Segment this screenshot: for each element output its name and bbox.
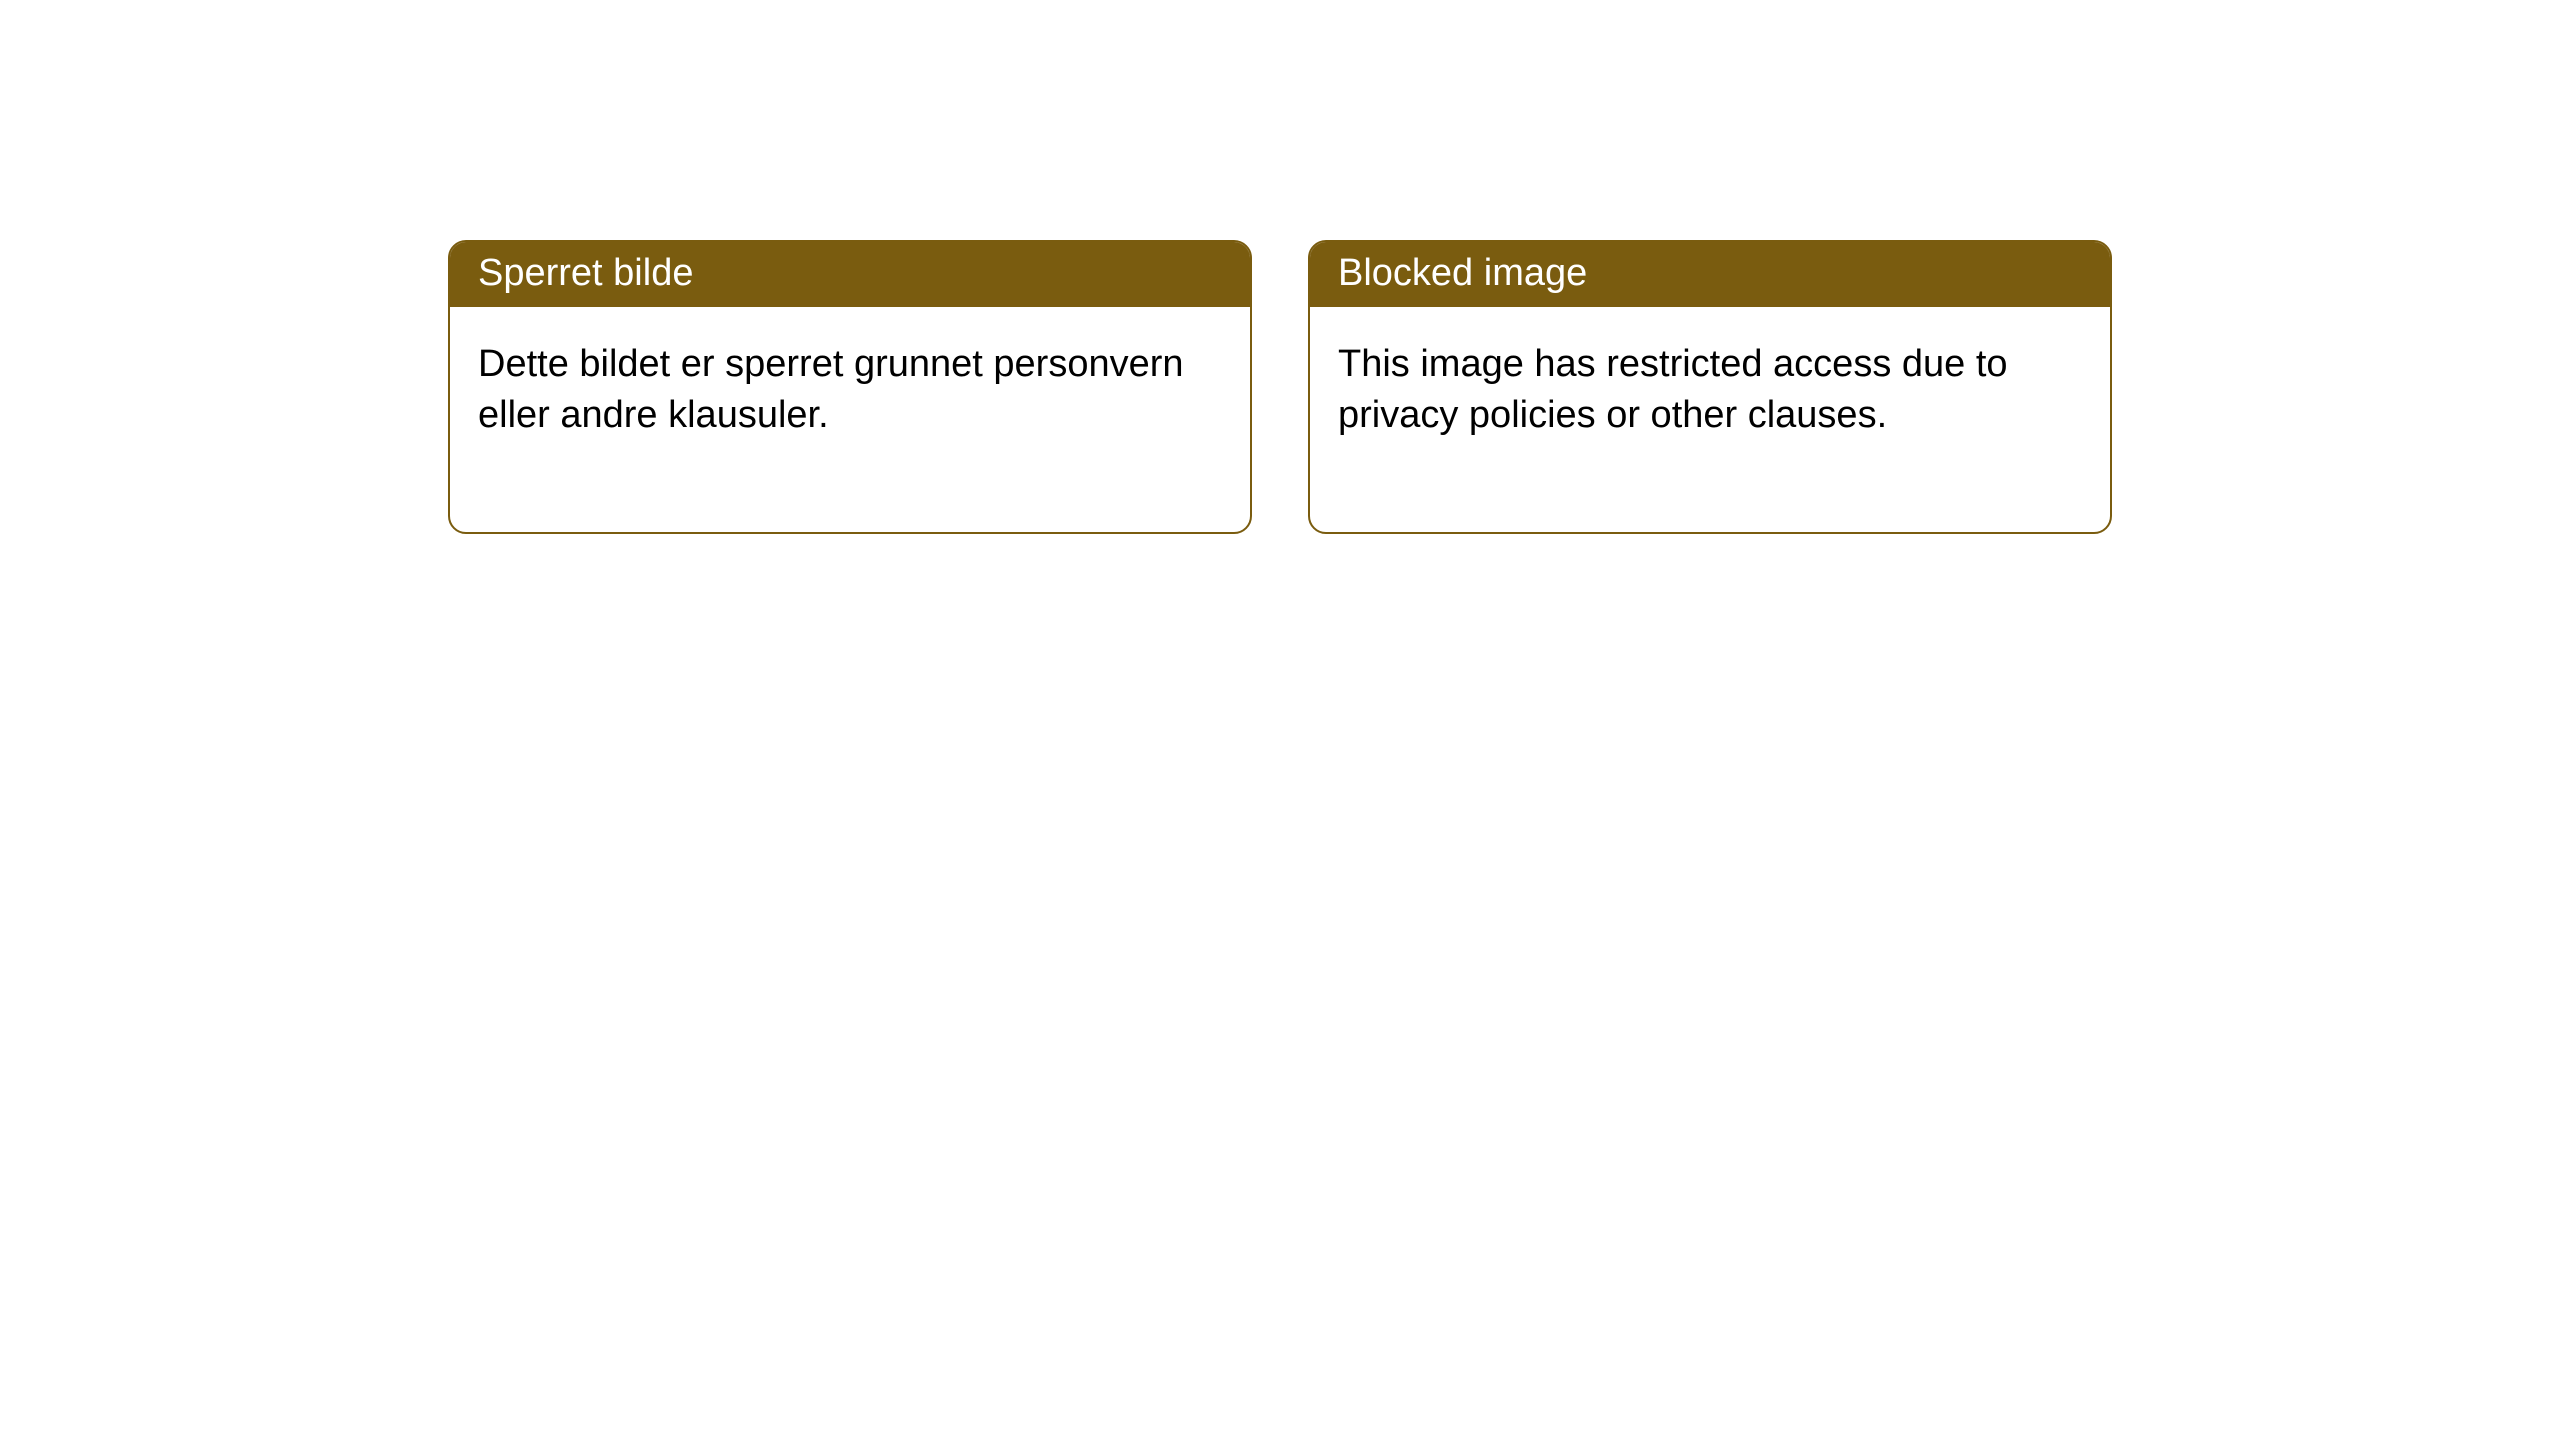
notice-card-english: Blocked image This image has restricted … bbox=[1308, 240, 2112, 534]
notice-title: Blocked image bbox=[1310, 242, 2110, 307]
notice-body: Dette bildet er sperret grunnet personve… bbox=[450, 307, 1250, 532]
notice-card-norwegian: Sperret bilde Dette bildet er sperret gr… bbox=[448, 240, 1252, 534]
notice-body: This image has restricted access due to … bbox=[1310, 307, 2110, 532]
notice-title: Sperret bilde bbox=[450, 242, 1250, 307]
notice-container: Sperret bilde Dette bildet er sperret gr… bbox=[0, 0, 2560, 534]
